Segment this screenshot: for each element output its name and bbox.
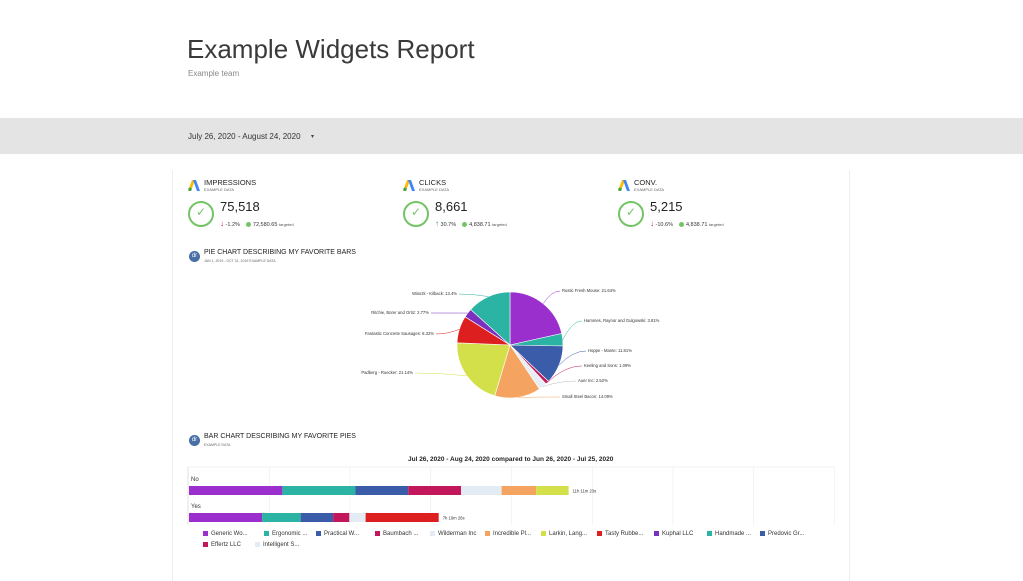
report-header: Example Widgets Report Example team <box>0 0 1023 118</box>
legend-item[interactable]: Ergonomic ... <box>264 531 307 537</box>
arrow-up-icon: ↑ <box>435 219 439 228</box>
team-name: Example team <box>188 69 240 78</box>
legend-item[interactable]: Predovic Gr... <box>760 531 804 537</box>
kpi-value: 8,661 <box>435 199 468 214</box>
kpi-target-value: 4,838.71 <box>685 222 709 228</box>
data-source-icon: dr <box>189 251 200 262</box>
google-ads-logo-icon <box>403 178 415 191</box>
legend-swatch <box>264 531 269 536</box>
check-circle-icon: ✓ <box>403 201 429 227</box>
bar-section-title: BAR CHART DESCRIBING MY FAVORITE PIES <box>204 433 356 440</box>
kpi-subtitle: EXAMPLE DATA <box>634 187 665 192</box>
legend-item[interactable]: Effertz LLC <box>203 542 241 548</box>
target-dot-icon <box>678 222 684 228</box>
target-dot-icon <box>245 222 251 228</box>
kpi-subtitle: EXAMPLE DATA <box>419 187 450 192</box>
kpi-conversions: CONV. EXAMPLE DATA ✓ 5,215 ↓ -10.6% 4,838.71 … <box>602 170 802 230</box>
kpi-target-label: targeted <box>278 222 294 227</box>
kpi-subtitle: EXAMPLE DATA <box>204 187 235 192</box>
kpi-value: 75,518 <box>220 199 260 214</box>
legend-swatch <box>375 531 380 536</box>
legend-label: Predovic Gr... <box>768 531 805 538</box>
chevron-down-icon[interactable]: ▾ <box>311 134 315 140</box>
legend-label: Baumbach ... <box>383 531 419 538</box>
legend-label: Practical W... <box>324 531 360 538</box>
legend-item[interactable]: Handmade ... <box>707 531 751 537</box>
legend-item[interactable]: Baumbach ... <box>375 531 418 537</box>
date-range-selector[interactable]: July 26, 2020 - August 24, 2020 <box>188 132 301 141</box>
kpi-delta: ↓ -1.2% 72,580.65 targeted <box>220 219 294 228</box>
target-dot-icon <box>462 222 468 228</box>
kpi-delta-value: -10.6% <box>654 222 673 228</box>
legend-swatch <box>203 531 208 536</box>
arrow-down-icon: ↓ <box>220 219 224 228</box>
legend-swatch <box>316 531 321 536</box>
kpi-target-label: targeted <box>492 222 507 227</box>
legend-item[interactable]: Incredible Pl... <box>485 531 531 537</box>
legend-label: Handmade ... <box>715 531 752 538</box>
check-circle-icon: ✓ <box>618 201 644 227</box>
kpi-impressions: IMPRESSIONS EXAMPLE DATA ✓ 75,518 ↓ -1.2% 72,… <box>172 170 372 230</box>
kpi-title: IMPRESSIONS <box>204 178 257 187</box>
kpi-target-label: targeted <box>708 222 724 227</box>
legend-swatch <box>255 542 260 547</box>
pie-section-title: PIE CHART DESCRIBING MY FAVORITE BARS <box>204 249 356 256</box>
kpi-title: CONV. <box>634 178 658 187</box>
google-ads-logo-icon <box>618 178 630 191</box>
legend-swatch <box>485 531 490 536</box>
legend-label: Generic Wo... <box>211 531 248 538</box>
legend-swatch <box>203 542 208 547</box>
kpi-delta-value: -1.2% <box>224 222 240 228</box>
kpi-value: 5,215 <box>650 199 683 214</box>
legend-label: Intelligent S... <box>263 542 300 549</box>
report-panel <box>172 170 850 581</box>
legend-swatch <box>541 531 546 536</box>
legend-swatch <box>707 531 712 536</box>
legend-item[interactable]: Tasty Rubbe... <box>597 531 643 537</box>
legend-swatch <box>597 531 602 536</box>
kpi-target-value: 4,838.71 <box>469 222 493 228</box>
legend-label: Kuphal LLC <box>662 531 694 538</box>
arrow-down-icon: ↓ <box>650 219 654 228</box>
legend-label: Wilderman Inc <box>438 531 477 538</box>
legend-swatch <box>760 531 765 536</box>
legend-label: Tasty Rubbe... <box>605 531 644 538</box>
google-ads-logo-icon <box>188 178 200 191</box>
legend-item[interactable]: Kuphal LLC <box>654 531 693 537</box>
kpi-delta: ↓ -10.6% 4,838.71 targeted <box>650 219 724 228</box>
pie-section-subtitle: JAN 1, 2019 - OCT 31, 2019 EXAMPLE DATA <box>204 259 276 263</box>
legend-label: Larkin, Lang... <box>549 531 588 538</box>
date-filter-bar <box>0 118 1023 154</box>
legend-item[interactable]: Generic Wo... <box>203 531 248 537</box>
bar-chart-title: Jul 26, 2020 - Aug 24, 2020 compared to … <box>408 456 614 463</box>
legend-item[interactable]: Wilderman Inc <box>430 531 476 537</box>
data-source-icon: dr <box>189 435 200 446</box>
legend-label: Incredible Pl... <box>493 531 532 538</box>
legend-item[interactable]: Intelligent S... <box>255 542 299 548</box>
legend-swatch <box>430 531 435 536</box>
legend-swatch <box>654 531 659 536</box>
bar-section-subtitle: EXAMPLE DATA <box>204 443 231 447</box>
legend-item[interactable]: Larkin, Lang... <box>541 531 587 537</box>
kpi-clicks: CLICKS EXAMPLE DATA ✓ 8,661 ↑ 30.7% 4,838.71 … <box>387 170 587 230</box>
legend-item[interactable]: Practical W... <box>316 531 359 537</box>
kpi-target-value: 72,580.65 <box>252 222 279 228</box>
kpi-delta-value: 30.7% <box>439 222 457 228</box>
check-circle-icon: ✓ <box>188 201 214 227</box>
report-title: Example Widgets Report <box>187 34 475 64</box>
legend-label: Ergonomic ... <box>272 531 308 538</box>
legend-label: Effertz LLC <box>211 542 241 549</box>
kpi-title: CLICKS <box>419 178 447 187</box>
kpi-delta: ↑ 30.7% 4,838.71 targeted <box>435 219 507 228</box>
